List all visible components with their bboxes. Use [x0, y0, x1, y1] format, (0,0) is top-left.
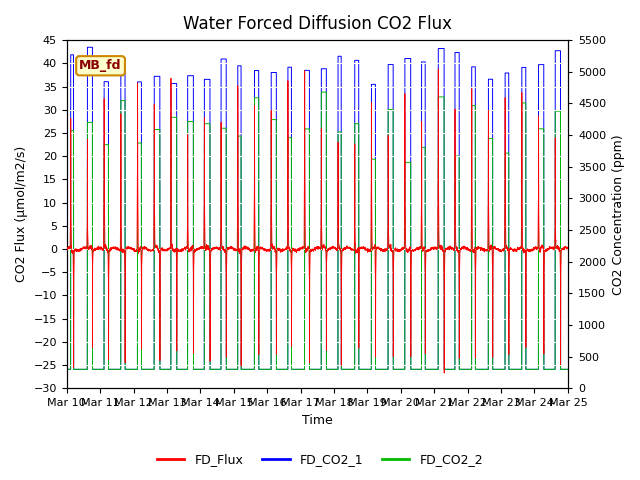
Title: Water Forced Diffusion CO2 Flux: Water Forced Diffusion CO2 Flux — [183, 15, 452, 33]
Legend: FD_Flux, FD_CO2_1, FD_CO2_2: FD_Flux, FD_CO2_1, FD_CO2_2 — [152, 448, 488, 471]
Text: MB_fd: MB_fd — [79, 59, 122, 72]
Y-axis label: CO2 Concentration (ppm): CO2 Concentration (ppm) — [612, 134, 625, 295]
Y-axis label: CO2 Flux (μmol/m2/s): CO2 Flux (μmol/m2/s) — [15, 146, 28, 282]
X-axis label: Time: Time — [302, 414, 333, 427]
